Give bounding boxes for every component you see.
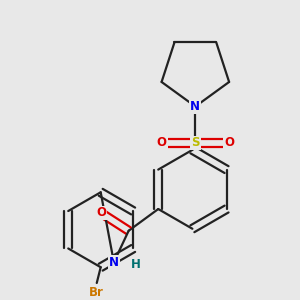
Text: S: S [191, 136, 200, 149]
Text: O: O [224, 136, 234, 149]
Text: N: N [190, 100, 200, 113]
Text: H: H [130, 258, 140, 271]
Text: N: N [109, 256, 119, 269]
Text: O: O [157, 136, 167, 149]
Text: Br: Br [89, 286, 104, 299]
Text: O: O [96, 206, 106, 220]
